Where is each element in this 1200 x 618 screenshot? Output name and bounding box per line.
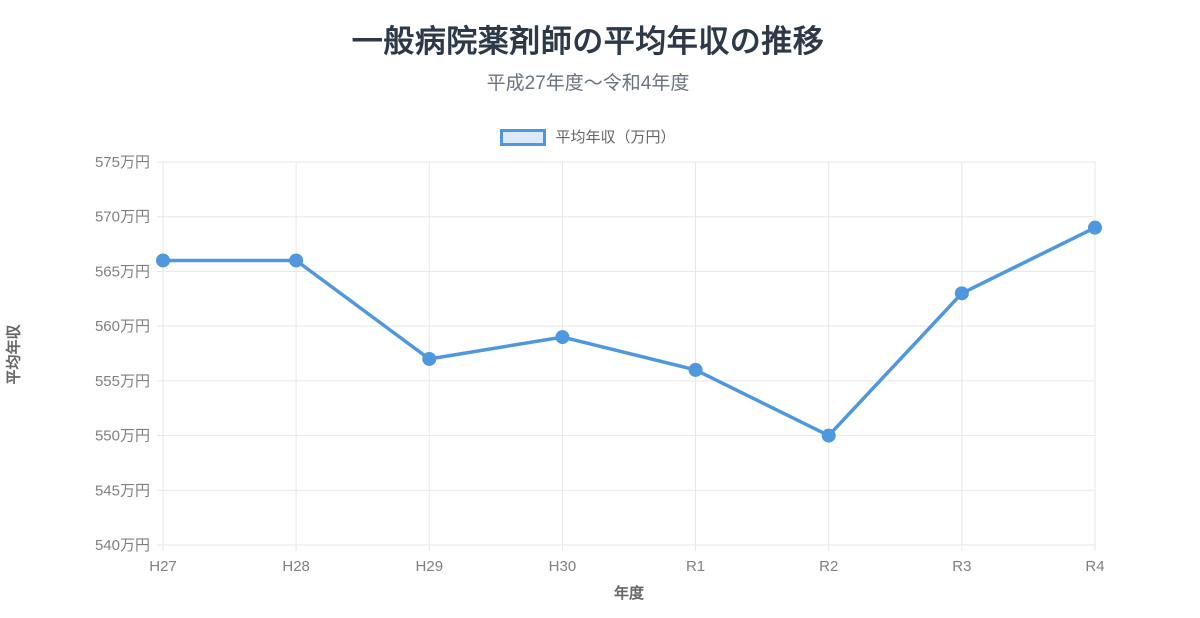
data-point[interactable]	[156, 253, 170, 268]
x-tick-label: R1	[686, 558, 705, 575]
y-tick-label: 560万円	[95, 318, 150, 335]
y-tick-label: 565万円	[95, 263, 150, 280]
x-tick-label: H27	[149, 558, 177, 575]
data-point[interactable]	[289, 253, 304, 268]
legend[interactable]: 平均年収（万円）	[0, 129, 1176, 146]
chart-subtitle: 平成27年度〜令和4年度	[486, 73, 690, 94]
data-point[interactable]	[422, 351, 437, 366]
line-series	[161, 225, 1097, 438]
x-tick-label: H28	[282, 558, 310, 575]
y-tick-label: 540万円	[95, 537, 150, 554]
x-tick-label: R4	[1085, 558, 1104, 575]
data-point[interactable]	[555, 330, 570, 345]
y-axis-title: 平均年収	[5, 324, 23, 385]
x-tick-label: R2	[819, 558, 838, 575]
x-axis-title: 年度	[613, 585, 644, 602]
y-tick-label: 550万円	[95, 428, 150, 445]
data-point[interactable]	[688, 362, 703, 377]
data-point[interactable]	[821, 428, 836, 443]
data-point[interactable]	[1088, 220, 1102, 235]
data-point[interactable]	[954, 286, 969, 301]
legend-label: 平均年収（万円）	[555, 129, 676, 146]
legend-swatch-icon	[500, 129, 547, 146]
x-tick-label: H29	[416, 558, 444, 575]
y-tick-label: 555万円	[95, 373, 150, 390]
chart-title: 一般病院薬剤師の平均年収の推移	[351, 24, 825, 59]
x-tick-label: H30	[549, 558, 577, 575]
y-tick-label: 575万円	[95, 154, 150, 171]
y-tick-label: 545万円	[95, 482, 150, 499]
y-tick-label: 570万円	[95, 209, 150, 226]
x-tick-label: R3	[952, 558, 971, 575]
